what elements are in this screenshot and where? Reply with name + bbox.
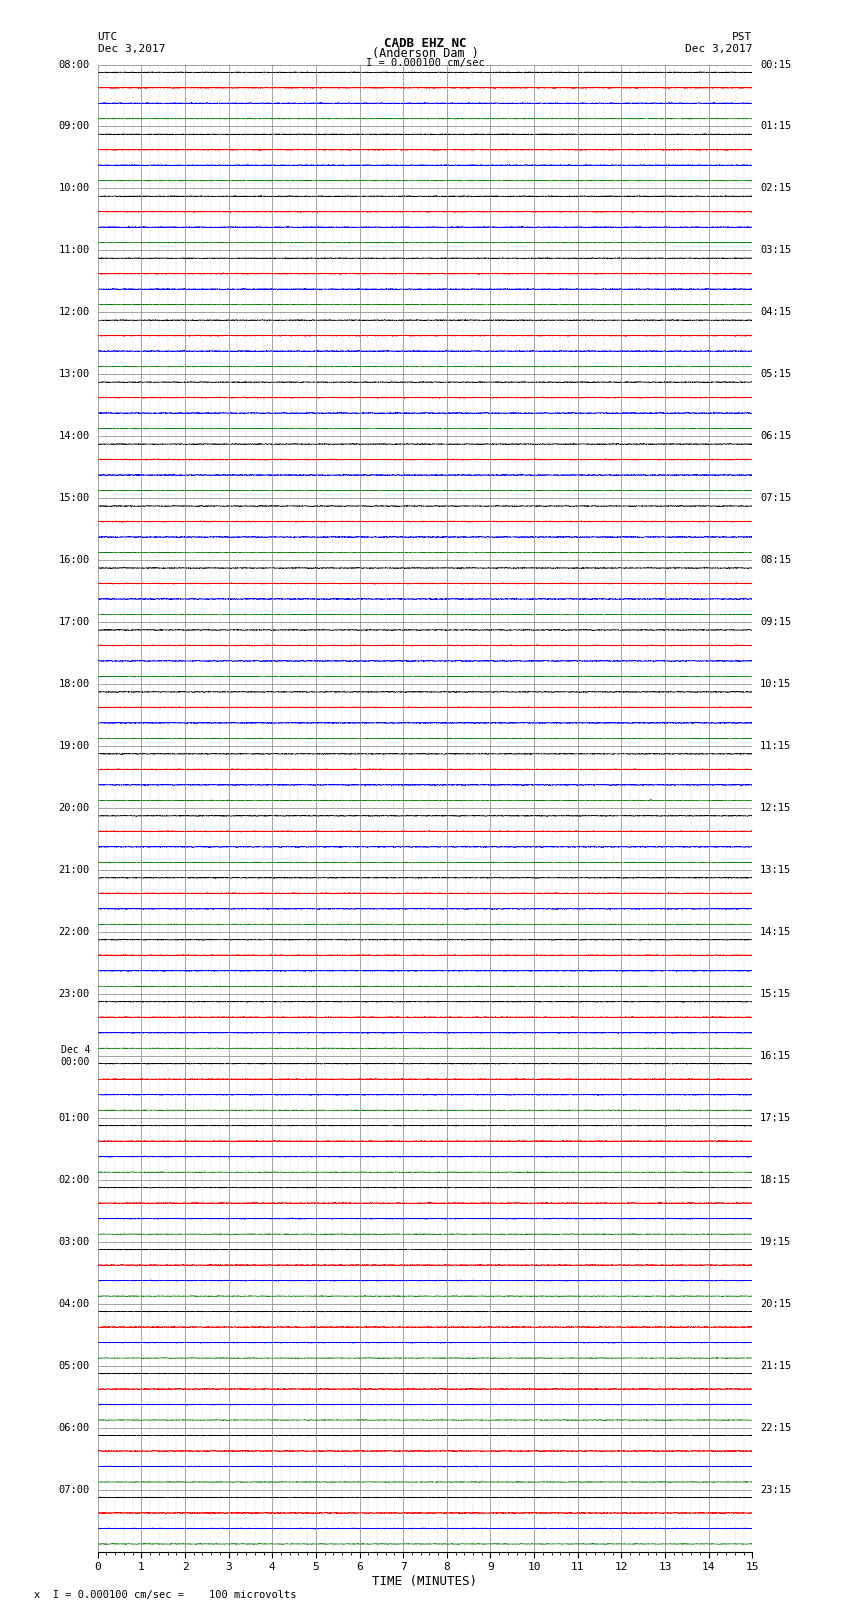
Text: 07:00: 07:00 [59, 1484, 90, 1495]
Text: 12:15: 12:15 [760, 803, 791, 813]
Text: 10:00: 10:00 [59, 184, 90, 194]
Text: 03:15: 03:15 [760, 245, 791, 255]
Text: 18:15: 18:15 [760, 1174, 791, 1186]
Text: 07:15: 07:15 [760, 494, 791, 503]
Text: 05:00: 05:00 [59, 1361, 90, 1371]
Text: 04:15: 04:15 [760, 308, 791, 318]
Text: 20:00: 20:00 [59, 803, 90, 813]
Text: PST: PST [732, 32, 752, 42]
Text: 05:15: 05:15 [760, 369, 791, 379]
Text: 21:00: 21:00 [59, 865, 90, 876]
Text: 11:00: 11:00 [59, 245, 90, 255]
Text: 22:15: 22:15 [760, 1423, 791, 1432]
Text: Dec 4: Dec 4 [60, 1045, 90, 1055]
Text: x  I = 0.000100 cm/sec =    100 microvolts: x I = 0.000100 cm/sec = 100 microvolts [34, 1590, 297, 1600]
Text: 19:15: 19:15 [760, 1237, 791, 1247]
Text: Dec 3,2017: Dec 3,2017 [98, 44, 165, 53]
Text: Dec 3,2017: Dec 3,2017 [685, 44, 752, 53]
Text: (Anderson Dam ): (Anderson Dam ) [371, 47, 479, 60]
Text: 17:15: 17:15 [760, 1113, 791, 1123]
Text: 01:00: 01:00 [59, 1113, 90, 1123]
Text: I = 0.000100 cm/sec: I = 0.000100 cm/sec [366, 58, 484, 68]
Text: 06:00: 06:00 [59, 1423, 90, 1432]
Text: 18:00: 18:00 [59, 679, 90, 689]
Text: 01:15: 01:15 [760, 121, 791, 132]
Text: 17:00: 17:00 [59, 618, 90, 627]
Text: 15:00: 15:00 [59, 494, 90, 503]
Text: 19:00: 19:00 [59, 740, 90, 752]
Text: 23:00: 23:00 [59, 989, 90, 998]
Text: 06:15: 06:15 [760, 431, 791, 442]
Text: 16:00: 16:00 [59, 555, 90, 565]
Text: 09:15: 09:15 [760, 618, 791, 627]
Text: 13:15: 13:15 [760, 865, 791, 876]
Text: 13:00: 13:00 [59, 369, 90, 379]
Text: 00:00: 00:00 [60, 1057, 90, 1066]
Text: CADB EHZ NC: CADB EHZ NC [383, 37, 467, 50]
Text: 00:15: 00:15 [760, 60, 791, 69]
Text: 20:15: 20:15 [760, 1298, 791, 1308]
Text: 23:15: 23:15 [760, 1484, 791, 1495]
Text: 22:00: 22:00 [59, 927, 90, 937]
Text: 03:00: 03:00 [59, 1237, 90, 1247]
Text: 15:15: 15:15 [760, 989, 791, 998]
Text: 14:15: 14:15 [760, 927, 791, 937]
Text: 21:15: 21:15 [760, 1361, 791, 1371]
Text: 08:00: 08:00 [59, 60, 90, 69]
Text: 16:15: 16:15 [760, 1052, 791, 1061]
Text: 02:00: 02:00 [59, 1174, 90, 1186]
Text: 12:00: 12:00 [59, 308, 90, 318]
Text: 10:15: 10:15 [760, 679, 791, 689]
Text: 02:15: 02:15 [760, 184, 791, 194]
Text: 14:00: 14:00 [59, 431, 90, 442]
X-axis label: TIME (MINUTES): TIME (MINUTES) [372, 1574, 478, 1587]
Text: 04:00: 04:00 [59, 1298, 90, 1308]
Text: 11:15: 11:15 [760, 740, 791, 752]
Text: 09:00: 09:00 [59, 121, 90, 132]
Text: 08:15: 08:15 [760, 555, 791, 565]
Text: UTC: UTC [98, 32, 118, 42]
